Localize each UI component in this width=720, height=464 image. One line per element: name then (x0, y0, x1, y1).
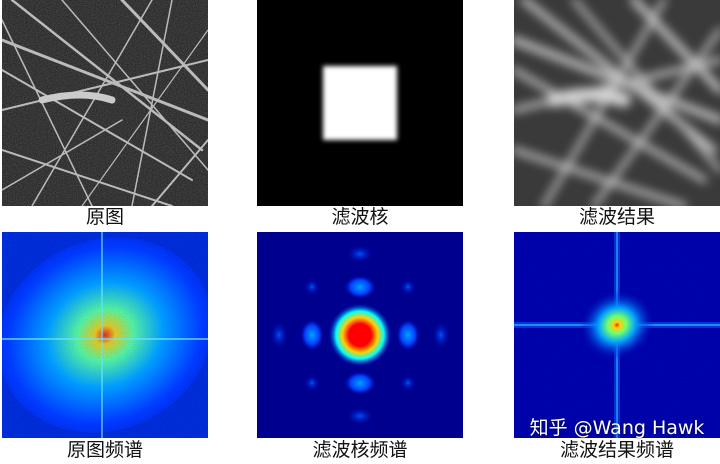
caption-result-spectrum: 滤波结果频谱 (559, 439, 674, 461)
result-spectrum-image (514, 232, 720, 438)
caption-original-spectrum: 原图频谱 (66, 439, 143, 461)
box-filter-kernel (257, 0, 463, 206)
caption-result: 滤波结果 (578, 206, 655, 228)
filtered-result-image (514, 0, 720, 206)
original-image (2, 0, 208, 206)
original-spectrum-image (2, 232, 208, 438)
kernel-frequency-spectrum (257, 232, 463, 438)
original-frequency-spectrum (2, 232, 208, 438)
filter-kernel-image (257, 0, 463, 206)
kernel-spectrum-image (257, 232, 463, 438)
caption-original: 原图 (85, 206, 124, 228)
caption-kernel-spectrum: 滤波核频谱 (312, 439, 408, 461)
caption-kernel: 滤波核 (331, 206, 389, 228)
zhihu-watermark: 知乎 @Wang Hawk (529, 417, 705, 439)
result-frequency-spectrum (514, 232, 720, 438)
grass-photo (2, 0, 208, 206)
blurred-grass-photo (514, 0, 720, 206)
